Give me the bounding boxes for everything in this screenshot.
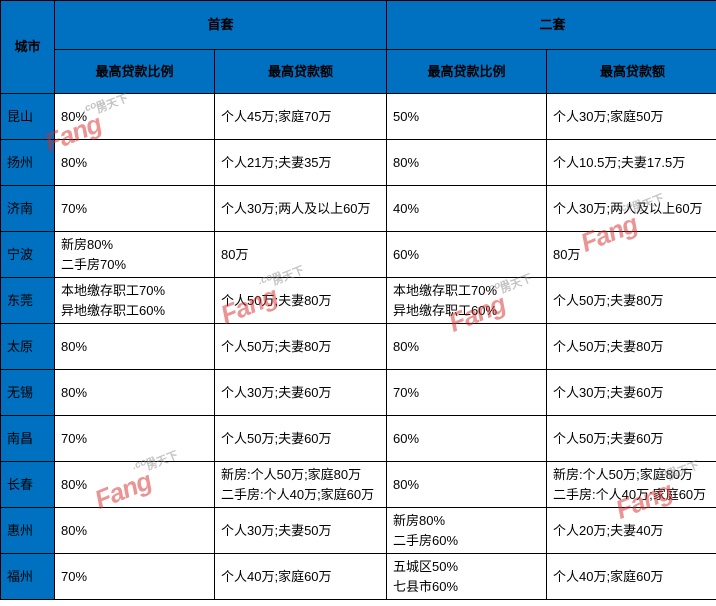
header-city: 城市: [1, 1, 55, 94]
first-amount-cell: 个人30万;两人及以上60万: [215, 186, 387, 232]
second-amount-cell: 个人50万;夫妻80万: [547, 278, 716, 324]
second-amount-cell: 个人40万;家庭60万: [547, 554, 716, 600]
table-row: 惠州80%个人30万;夫妻50万新房80%二手房60%个人20万;夫妻40万: [1, 508, 716, 554]
city-cell: 惠州: [1, 508, 55, 554]
second-amount-cell: 个人30万;家庭50万: [547, 94, 716, 140]
second-ratio-cell: 五城区50%七县市60%: [387, 554, 547, 600]
city-cell: 宁波: [1, 232, 55, 278]
header-first-group: 首套: [55, 1, 387, 50]
second-ratio-cell: 60%: [387, 232, 547, 278]
first-ratio-cell: 80%: [55, 94, 215, 140]
second-ratio-cell: 新房80%二手房60%: [387, 508, 547, 554]
header-first-amount: 最高贷款额: [215, 49, 387, 94]
table-row: 东莞本地缴存职工70%异地缴存职工60%个人50万;夫妻80万本地缴存职工70%…: [1, 278, 716, 324]
city-cell: 扬州: [1, 140, 55, 186]
city-cell: 太原: [1, 324, 55, 370]
table-row: 南昌70%个人50万;夫妻60万60%个人50万;夫妻60万: [1, 416, 716, 462]
second-ratio-cell: 80%: [387, 324, 547, 370]
header-second-amount: 最高贷款额: [547, 49, 716, 94]
city-cell: 无锡: [1, 370, 55, 416]
first-amount-cell: 个人50万;夫妻60万: [215, 416, 387, 462]
table-row: 福州70%个人40万;家庭60万五城区50%七县市60%个人40万;家庭60万: [1, 554, 716, 600]
first-ratio-cell: 70%: [55, 554, 215, 600]
first-amount-cell: 个人50万;夫妻80万: [215, 278, 387, 324]
first-ratio-cell: 本地缴存职工70%异地缴存职工60%: [55, 278, 215, 324]
table-row: 长春80%新房:个人50万;家庭80万二手房:个人40万;家庭60万80%新房:…: [1, 462, 716, 508]
table-row: 昆山80%个人45万;家庭70万50%个人30万;家庭50万: [1, 94, 716, 140]
first-amount-cell: 个人50万;夫妻80万: [215, 324, 387, 370]
first-ratio-cell: 80%: [55, 508, 215, 554]
second-amount-cell: 个人30万;两人及以上60万: [547, 186, 716, 232]
city-cell: 昆山: [1, 94, 55, 140]
city-cell: 济南: [1, 186, 55, 232]
table-row: 无锡80%个人30万;夫妻60万70%个人30万;夫妻60万: [1, 370, 716, 416]
city-cell: 东莞: [1, 278, 55, 324]
table-row: 宁波新房80%二手房70%80万60%80万: [1, 232, 716, 278]
second-ratio-cell: 本地缴存职工70%异地缴存职工60%: [387, 278, 547, 324]
table-body: 昆山80%个人45万;家庭70万50%个人30万;家庭50万扬州80%个人21万…: [1, 94, 716, 600]
city-cell: 福州: [1, 554, 55, 600]
second-amount-cell: 80万: [547, 232, 716, 278]
second-amount-cell: 个人50万;夫妻60万: [547, 416, 716, 462]
first-amount-cell: 80万: [215, 232, 387, 278]
second-amount-cell: 新房:个人50万;家庭80万二手房:个人40万;家庭60万: [547, 462, 716, 508]
second-ratio-cell: 60%: [387, 416, 547, 462]
second-ratio-cell: 80%: [387, 140, 547, 186]
first-amount-cell: 个人21万;夫妻35万: [215, 140, 387, 186]
second-amount-cell: 个人10.5万;夫妻17.5万: [547, 140, 716, 186]
second-ratio-cell: 50%: [387, 94, 547, 140]
city-cell: 南昌: [1, 416, 55, 462]
first-amount-cell: 新房:个人50万;家庭80万二手房:个人40万;家庭60万: [215, 462, 387, 508]
table-row: 太原80%个人50万;夫妻80万80%个人50万;夫妻80万: [1, 324, 716, 370]
first-amount-cell: 个人40万;家庭60万: [215, 554, 387, 600]
second-amount-cell: 个人50万;夫妻80万: [547, 324, 716, 370]
second-ratio-cell: 80%: [387, 462, 547, 508]
header-first-ratio: 最高贷款比例: [55, 49, 215, 94]
city-cell: 长春: [1, 462, 55, 508]
first-ratio-cell: 80%: [55, 324, 215, 370]
second-amount-cell: 个人20万;夫妻40万: [547, 508, 716, 554]
first-ratio-cell: 80%: [55, 140, 215, 186]
first-ratio-cell: 80%: [55, 462, 215, 508]
first-amount-cell: 个人45万;家庭70万: [215, 94, 387, 140]
header-second-ratio: 最高贷款比例: [387, 49, 547, 94]
table-row: 扬州80%个人21万;夫妻35万80%个人10.5万;夫妻17.5万: [1, 140, 716, 186]
first-ratio-cell: 80%: [55, 370, 215, 416]
first-ratio-cell: 70%: [55, 416, 215, 462]
loan-comparison-table: 城市 首套 二套 最高贷款比例 最高贷款额 最高贷款比例 最高贷款额 昆山80%…: [0, 0, 716, 600]
second-ratio-cell: 40%: [387, 186, 547, 232]
first-ratio-cell: 70%: [55, 186, 215, 232]
second-ratio-cell: 70%: [387, 370, 547, 416]
first-amount-cell: 个人30万;夫妻50万: [215, 508, 387, 554]
first-amount-cell: 个人30万;夫妻60万: [215, 370, 387, 416]
header-second-group: 二套: [387, 1, 716, 50]
second-amount-cell: 个人30万;夫妻60万: [547, 370, 716, 416]
first-ratio-cell: 新房80%二手房70%: [55, 232, 215, 278]
table-row: 济南70%个人30万;两人及以上60万40%个人30万;两人及以上60万: [1, 186, 716, 232]
